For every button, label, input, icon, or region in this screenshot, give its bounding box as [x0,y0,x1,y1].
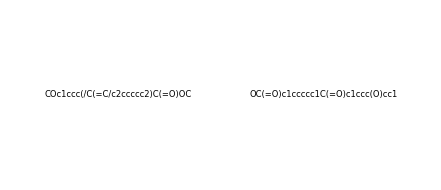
Text: OC(=O)c1ccccc1C(=O)c1ccc(O)cc1: OC(=O)c1ccccc1C(=O)c1ccc(O)cc1 [249,90,397,100]
Text: COc1ccc(/C(=C/c2ccccc2)C(=O)OC: COc1ccc(/C(=C/c2ccccc2)C(=O)OC [44,90,191,100]
